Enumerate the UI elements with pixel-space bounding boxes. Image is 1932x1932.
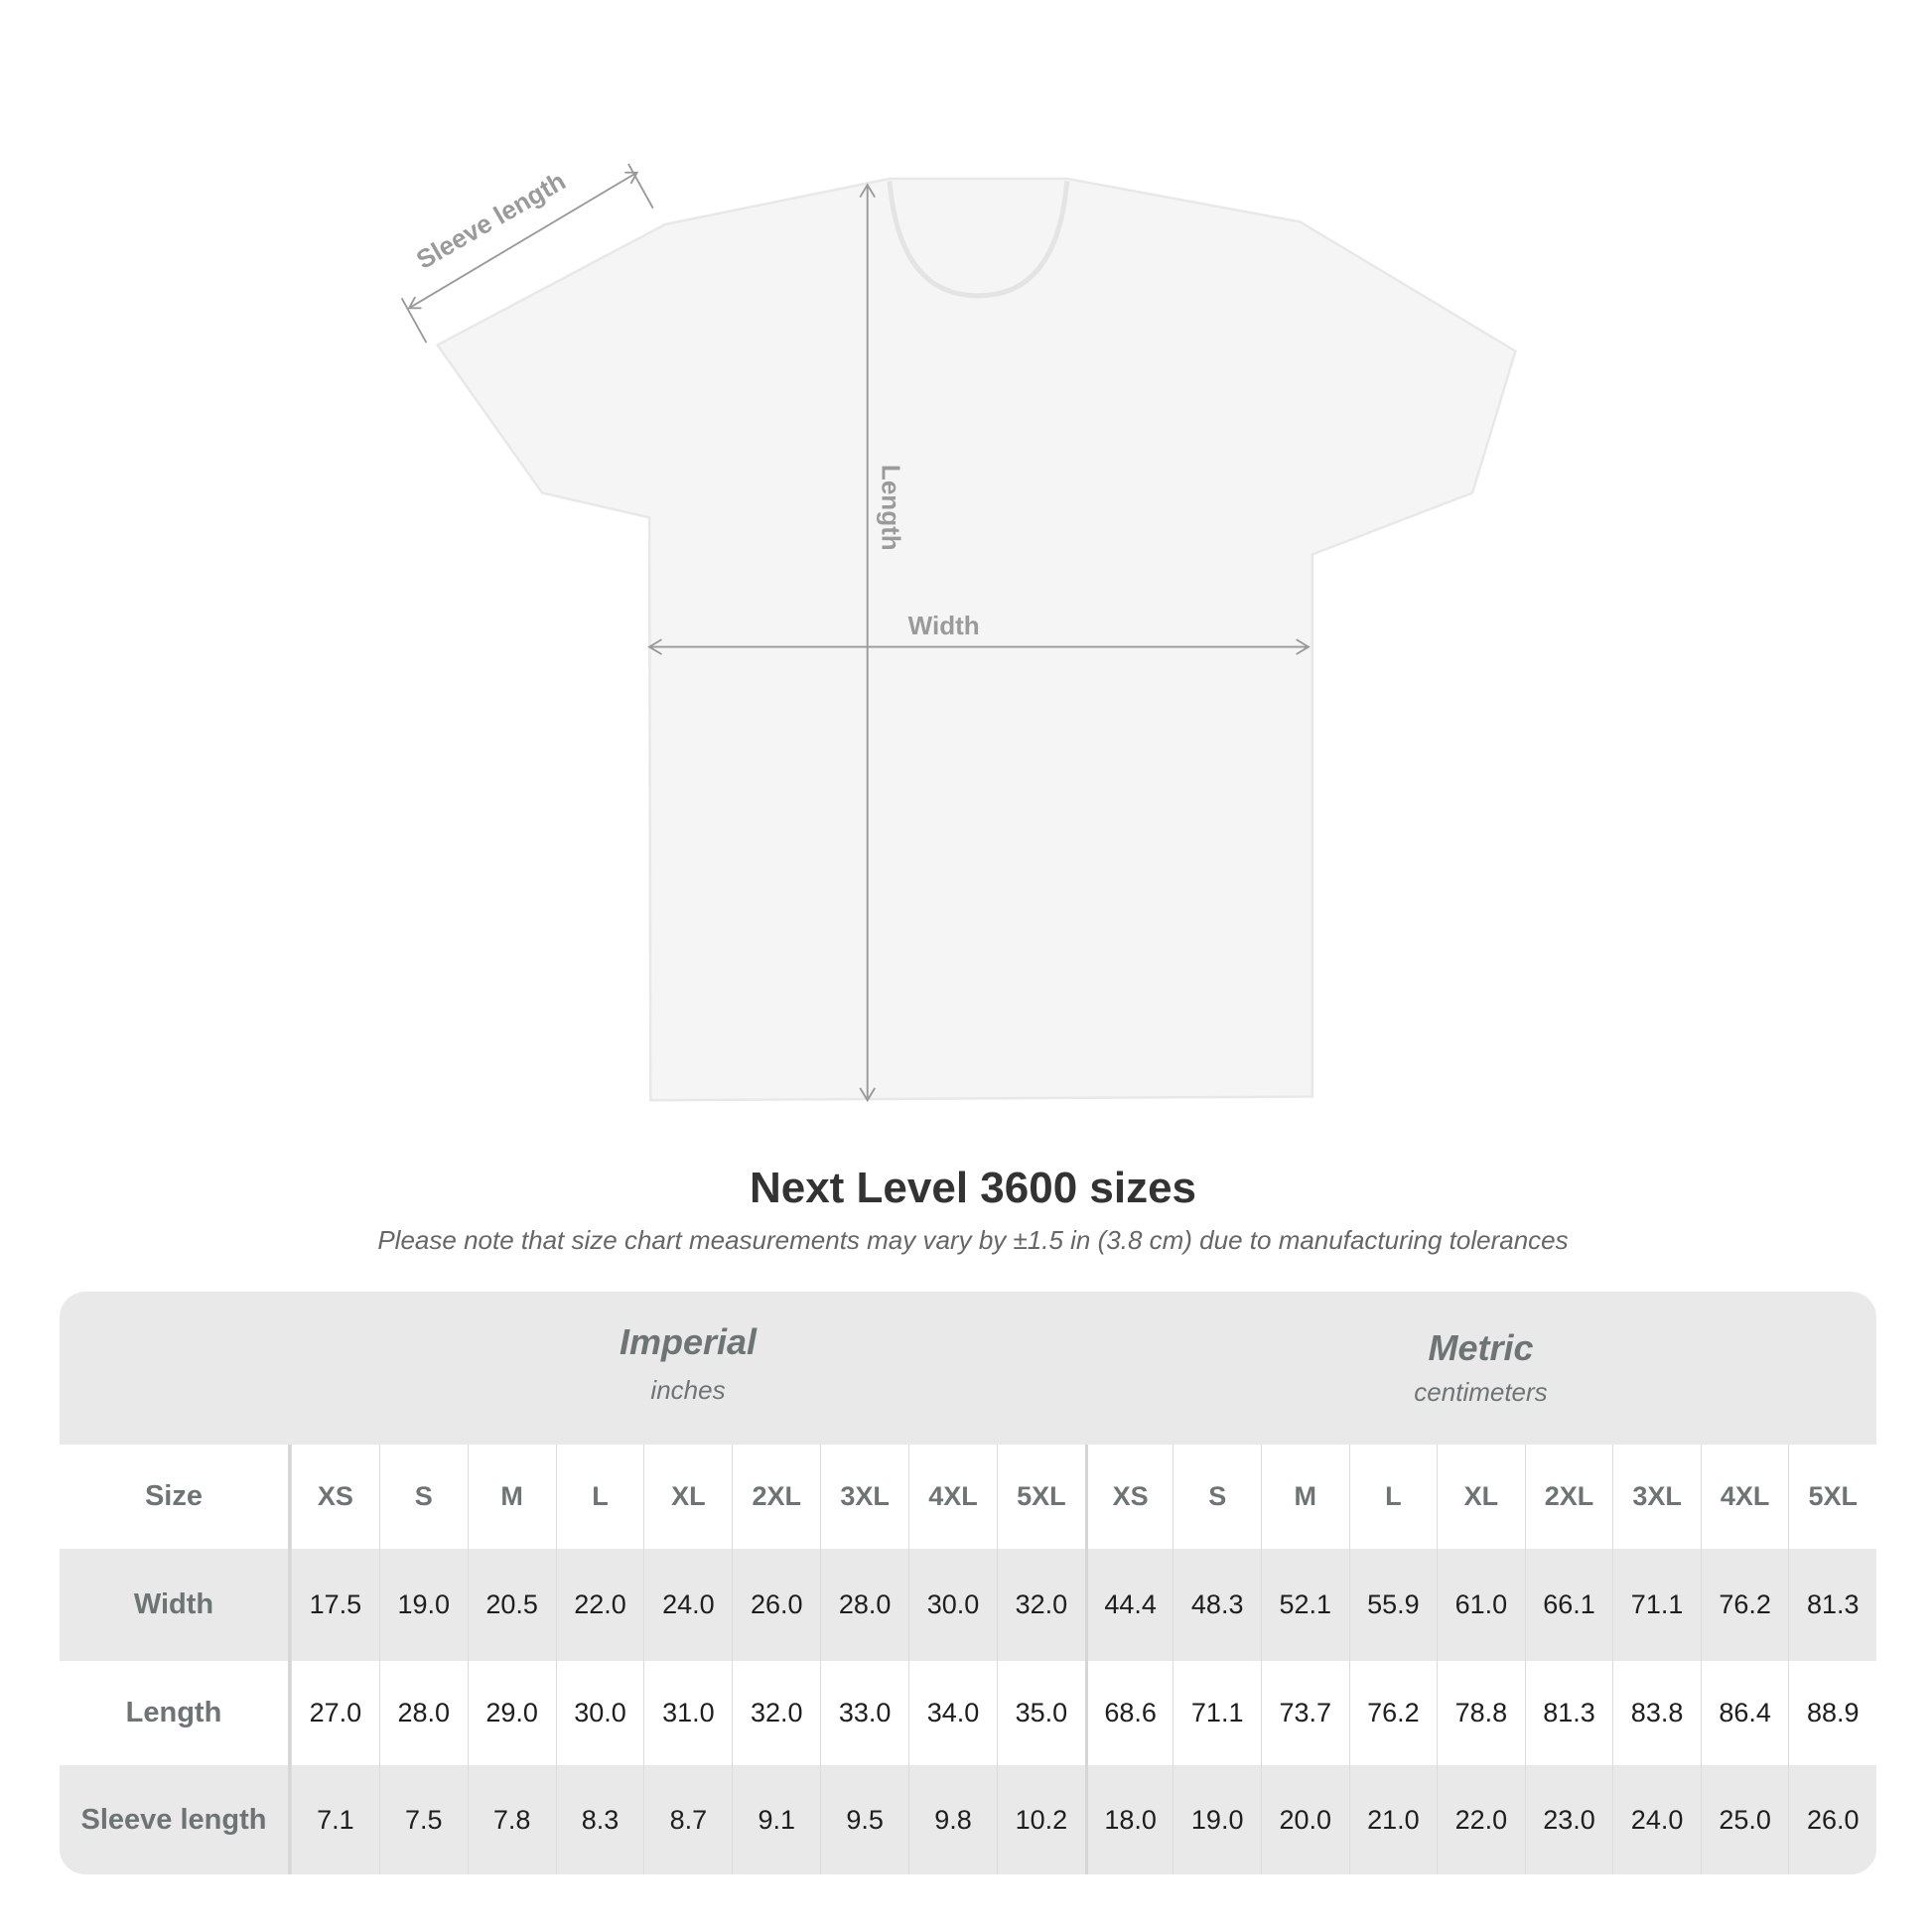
size-cell: XS bbox=[290, 1445, 379, 1549]
metric-value: 71.1 bbox=[1173, 1661, 1261, 1765]
row-label: Width bbox=[60, 1549, 291, 1661]
row-label: Sleeve length bbox=[60, 1765, 291, 1874]
imperial-value: 9.1 bbox=[732, 1765, 820, 1874]
size-cell: XL bbox=[643, 1445, 732, 1549]
metric-value: 66.1 bbox=[1524, 1549, 1613, 1661]
imperial-value: 32.0 bbox=[732, 1661, 820, 1765]
tshirt-collar bbox=[887, 181, 1070, 299]
metric-value: 76.2 bbox=[1348, 1661, 1438, 1765]
imperial-value: 7.1 bbox=[290, 1765, 379, 1874]
metric-value: 73.7 bbox=[1260, 1661, 1349, 1765]
metric-value: 55.9 bbox=[1348, 1549, 1438, 1661]
size-cell: 5XL bbox=[996, 1445, 1085, 1549]
size-cell: 5XL bbox=[1788, 1445, 1876, 1549]
size-cell: M bbox=[467, 1445, 556, 1549]
imperial-value: 22.0 bbox=[555, 1549, 644, 1661]
imperial-value: 34.0 bbox=[908, 1661, 997, 1765]
imperial-value: 32.0 bbox=[996, 1549, 1085, 1661]
imperial-value: 24.0 bbox=[643, 1549, 732, 1661]
imperial-value: 30.0 bbox=[555, 1661, 644, 1765]
metric-value: 78.8 bbox=[1437, 1661, 1525, 1765]
imperial-header: Imperial inches bbox=[291, 1292, 1085, 1445]
imperial-value: 8.3 bbox=[555, 1765, 644, 1874]
imperial-unit: inches bbox=[650, 1375, 726, 1405]
size-cell: 4XL bbox=[908, 1445, 997, 1549]
size-cell: 3XL bbox=[820, 1445, 908, 1549]
imperial-value: 20.5 bbox=[467, 1549, 556, 1661]
size-cell: L bbox=[1348, 1445, 1438, 1549]
metric-value: 76.2 bbox=[1700, 1549, 1789, 1661]
imperial-value: 10.2 bbox=[996, 1765, 1085, 1874]
table-row: Sleeve length 7.1 7.5 7.8 8.3 8.7 9.1 9.5 9.8 10.… bbox=[60, 1765, 1876, 1874]
imperial-value: 7.8 bbox=[467, 1765, 556, 1874]
metric-value: 44.4 bbox=[1084, 1549, 1173, 1661]
metric-value: 18.0 bbox=[1084, 1765, 1173, 1874]
metric-value: 20.0 bbox=[1260, 1765, 1349, 1874]
metric-value: 86.4 bbox=[1700, 1661, 1789, 1765]
imperial-value: 31.0 bbox=[643, 1661, 732, 1765]
imperial-value: 27.0 bbox=[290, 1661, 379, 1765]
size-cell: XS bbox=[1084, 1445, 1173, 1549]
size-cell: XL bbox=[1437, 1445, 1525, 1549]
imperial-value: 8.7 bbox=[643, 1765, 732, 1874]
metric-value: 22.0 bbox=[1437, 1765, 1525, 1874]
metric-value: 21.0 bbox=[1348, 1765, 1438, 1874]
imperial-value: 26.0 bbox=[732, 1549, 820, 1661]
metric-value: 23.0 bbox=[1524, 1765, 1613, 1874]
row-label: Size bbox=[60, 1445, 291, 1549]
metric-value: 48.3 bbox=[1173, 1549, 1261, 1661]
imperial-value: 7.5 bbox=[378, 1765, 468, 1874]
size-cell: 2XL bbox=[732, 1445, 820, 1549]
imperial-value: 28.0 bbox=[820, 1549, 908, 1661]
tolerance-note: Please note that size chart measurements… bbox=[377, 1225, 1569, 1255]
imperial-value: 30.0 bbox=[908, 1549, 997, 1661]
table-row: Length 27.0 28.0 29.0 30.0 31.0 32.0 33.0 34.0 35… bbox=[60, 1661, 1876, 1765]
size-cell: S bbox=[1173, 1445, 1261, 1549]
metric-value: 81.3 bbox=[1788, 1549, 1876, 1661]
metric-unit: centimeters bbox=[1414, 1377, 1548, 1407]
size-cell: 2XL bbox=[1524, 1445, 1613, 1549]
imperial-value: 9.5 bbox=[820, 1765, 908, 1874]
size-cell: 4XL bbox=[1700, 1445, 1789, 1549]
row-label: Length bbox=[60, 1661, 291, 1765]
tshirt-shape bbox=[435, 177, 1517, 1102]
metric-value: 25.0 bbox=[1700, 1765, 1789, 1874]
metric-label: Metric bbox=[1428, 1327, 1534, 1368]
metric-value: 24.0 bbox=[1612, 1765, 1701, 1874]
metric-value: 52.1 bbox=[1260, 1549, 1349, 1661]
chart-title: Next Level 3600 sizes bbox=[749, 1164, 1197, 1212]
imperial-value: 19.0 bbox=[378, 1549, 468, 1661]
imperial-value: 35.0 bbox=[996, 1661, 1085, 1765]
imperial-value: 9.8 bbox=[908, 1765, 997, 1874]
metric-value: 71.1 bbox=[1612, 1549, 1701, 1661]
metric-value: 81.3 bbox=[1524, 1661, 1613, 1765]
metric-value: 68.6 bbox=[1084, 1661, 1173, 1765]
metric-value: 26.0 bbox=[1788, 1765, 1876, 1874]
size-cell: M bbox=[1260, 1445, 1349, 1549]
imperial-value: 28.0 bbox=[378, 1661, 468, 1765]
imperial-value: 17.5 bbox=[290, 1549, 379, 1661]
metric-value: 83.8 bbox=[1612, 1661, 1701, 1765]
width-label: Width bbox=[908, 611, 980, 640]
metric-value: 19.0 bbox=[1173, 1765, 1261, 1874]
size-cell: S bbox=[378, 1445, 468, 1549]
size-cell: L bbox=[555, 1445, 644, 1549]
sleeve-arrow bbox=[408, 171, 638, 310]
length-label: Length bbox=[877, 465, 906, 551]
size-header-row: Size XS S M L XL 2XL 3XL 4XL 5XL XS S M L XL 2XL 3XL 4XL 5… bbox=[60, 1445, 1876, 1549]
imperial-label: Imperial bbox=[619, 1321, 758, 1362]
size-table: Imperial inches Metric centimeters Size X… bbox=[60, 1292, 1876, 1874]
imperial-value: 33.0 bbox=[820, 1661, 908, 1765]
metric-value: 61.0 bbox=[1437, 1549, 1525, 1661]
metric-header: Metric centimeters bbox=[1085, 1292, 1876, 1445]
size-cell: 3XL bbox=[1612, 1445, 1701, 1549]
table-row: Width 17.5 19.0 20.5 22.0 24.0 26.0 28.0 30.0 32.… bbox=[60, 1549, 1876, 1661]
imperial-value: 29.0 bbox=[467, 1661, 556, 1765]
metric-value: 88.9 bbox=[1788, 1661, 1876, 1765]
